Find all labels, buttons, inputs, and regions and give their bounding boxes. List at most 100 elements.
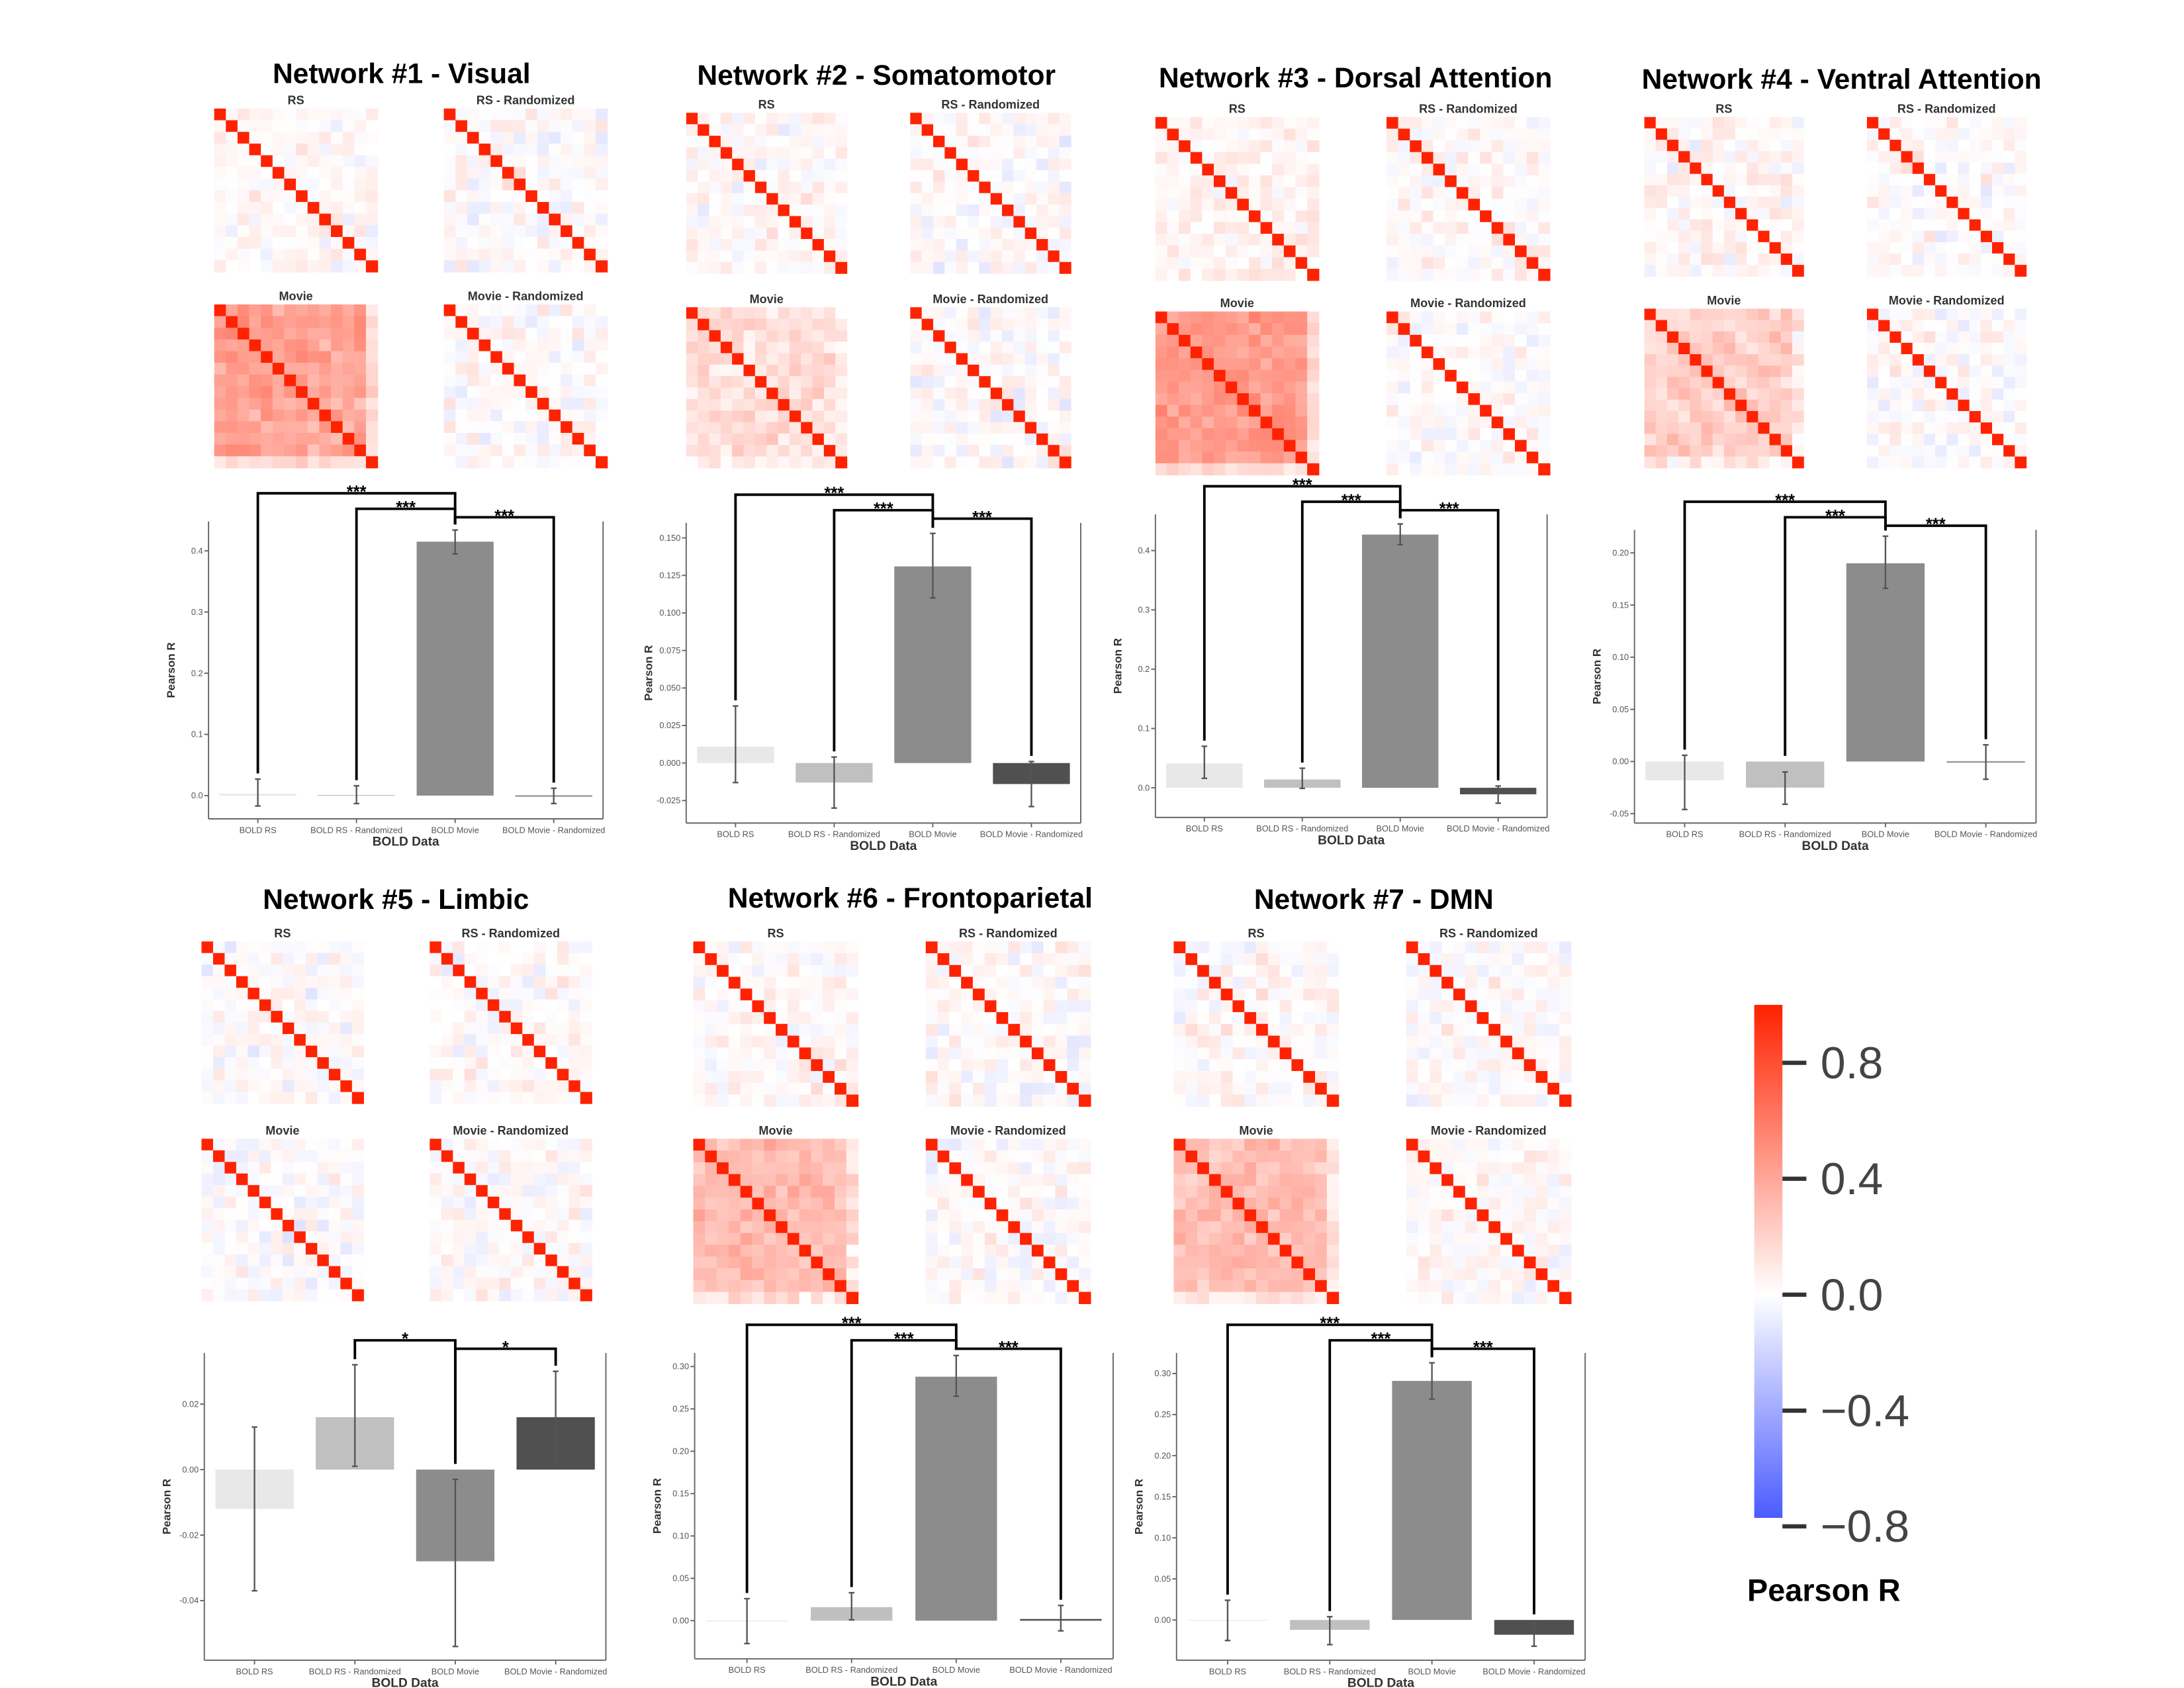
matrix-cell	[996, 953, 1009, 966]
matrix-cell	[754, 181, 767, 194]
matrix-cell	[1678, 265, 1690, 277]
matrix-cell	[1079, 941, 1091, 954]
matrix-cell	[331, 190, 343, 203]
matrix-cell	[743, 250, 756, 263]
matrix-cell	[686, 376, 698, 389]
matrix-cell	[1526, 175, 1539, 188]
matrix-cell	[984, 1150, 997, 1163]
matrix-cell	[464, 941, 477, 954]
matrix-cell	[1024, 147, 1037, 160]
matrix-cell	[799, 941, 812, 954]
matrix-cell	[1410, 404, 1422, 417]
matrix-cell	[944, 376, 957, 389]
matrix-cell	[296, 304, 308, 317]
matrix-cell	[835, 410, 848, 423]
matrix-cell	[354, 202, 367, 214]
matrix-cell	[226, 351, 238, 363]
matrix-cell	[1912, 151, 1925, 164]
matrix-cell	[561, 421, 573, 434]
matrix-cell	[237, 432, 250, 445]
matrix-cell	[1792, 117, 1804, 129]
matrix-cell	[979, 250, 991, 263]
matrix-cell	[557, 976, 569, 988]
matrix-cell	[728, 1082, 741, 1096]
matrix-cell	[453, 976, 465, 988]
matrix-cell	[1655, 331, 1668, 344]
significance-label: ***	[1926, 516, 1946, 534]
matrix-cell	[728, 1256, 741, 1269]
matrix-cell	[968, 205, 979, 217]
matrix-cell	[525, 108, 538, 121]
matrix-cell	[510, 1219, 523, 1232]
matrix-cell	[812, 353, 825, 365]
matrix-cell	[307, 339, 320, 352]
matrix-cell	[455, 432, 468, 445]
matrix-cell	[572, 260, 584, 273]
matrix-cell	[778, 342, 790, 354]
matrix-cell	[1747, 230, 1759, 243]
matrix-cell	[305, 1243, 318, 1255]
matrix-cell	[453, 1139, 465, 1151]
matrix-cell	[1456, 222, 1469, 234]
matrix-cell	[693, 1197, 705, 1210]
matrix-cell	[1958, 399, 1970, 412]
matrix-cell	[224, 1092, 237, 1104]
matrix-cell	[1202, 451, 1214, 464]
matrix-cell	[1912, 242, 1925, 254]
matrix-cell	[584, 351, 596, 363]
matrix-cell	[1503, 440, 1516, 452]
matrix-cell	[1644, 117, 1657, 129]
matrix-cell	[1769, 128, 1782, 140]
matrix-cell	[443, 398, 456, 410]
matrix-cell	[1295, 234, 1308, 246]
matrix-cell	[996, 1233, 1009, 1246]
matrix-cell	[305, 1196, 318, 1209]
matrix-cell	[1421, 210, 1434, 223]
matrix-cell	[776, 1291, 788, 1305]
matrix-cell	[1969, 253, 1981, 265]
matrix-cell	[1666, 208, 1679, 220]
matrix-cell	[490, 421, 503, 434]
matrix-cell	[354, 456, 367, 469]
matrix-cell	[1644, 342, 1657, 355]
matrix-cell	[705, 1082, 717, 1096]
matrix-cell	[212, 1022, 226, 1035]
matrix-cell	[835, 170, 848, 182]
matrix-cell	[1272, 323, 1285, 336]
matrix-cell	[502, 202, 515, 214]
matrix-cell	[754, 227, 767, 240]
matrix-cell	[487, 999, 500, 1011]
matrix-cell	[569, 1150, 581, 1162]
matrix-cell	[1059, 147, 1071, 160]
matrix-cell	[537, 409, 550, 422]
matrix-cell	[1445, 440, 1457, 452]
matrix-cell	[514, 316, 526, 328]
matrix-cell	[1655, 434, 1668, 446]
matrix-cell	[1421, 222, 1434, 234]
matrix-cell	[478, 456, 491, 469]
matrix-cell	[1655, 197, 1668, 209]
matrix-cell	[1445, 311, 1457, 324]
matrix-cell	[698, 456, 710, 469]
matrix-cell	[284, 421, 296, 434]
matrix-cell	[979, 307, 991, 320]
matrix-cell	[453, 1080, 465, 1093]
matrix-cell	[237, 108, 250, 121]
matrix-cell	[698, 387, 710, 400]
matrix-cell	[1272, 257, 1285, 269]
matrix-cell	[717, 1197, 729, 1210]
matrix-cell	[1456, 369, 1469, 383]
matrix-cell	[1758, 342, 1770, 355]
matrix-cell	[282, 1022, 295, 1035]
matrix-cell	[271, 964, 283, 977]
matrix-cell	[557, 1185, 569, 1197]
matrix-cell	[455, 456, 468, 469]
matrix-cell	[1866, 162, 1879, 175]
matrix-cell	[1889, 265, 1902, 277]
matrix-cell	[1878, 219, 1890, 232]
matrix-cell	[1024, 307, 1037, 320]
matrix-cell	[1260, 323, 1273, 336]
matrix-cell	[1992, 208, 2004, 220]
matrix-cell	[2003, 219, 2016, 232]
matrix-cell	[259, 1254, 272, 1267]
